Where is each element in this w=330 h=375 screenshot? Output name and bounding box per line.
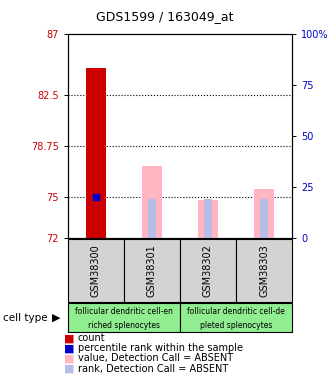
Text: cell type: cell type	[3, 313, 48, 322]
Bar	[68, 303, 180, 332]
Bar	[124, 239, 180, 302]
Text: pleted splenocytes: pleted splenocytes	[200, 321, 272, 330]
Text: ▶: ▶	[52, 313, 60, 322]
Text: riched splenocytes: riched splenocytes	[88, 321, 160, 330]
Bar	[148, 199, 156, 238]
Text: ■: ■	[64, 344, 75, 353]
Bar	[68, 239, 124, 302]
Text: ■: ■	[64, 333, 75, 343]
Text: GSM38302: GSM38302	[203, 244, 213, 297]
Text: GSM38303: GSM38303	[259, 244, 269, 297]
Bar	[180, 239, 236, 302]
Text: GSM38300: GSM38300	[91, 244, 101, 297]
Bar	[254, 189, 274, 238]
Text: GSM38301: GSM38301	[147, 244, 157, 297]
Text: percentile rank within the sample: percentile rank within the sample	[78, 344, 243, 353]
Bar	[204, 199, 212, 238]
Bar	[198, 200, 218, 238]
Bar	[86, 68, 106, 238]
Bar	[236, 239, 292, 302]
Text: GDS1599 / 163049_at: GDS1599 / 163049_at	[96, 10, 234, 23]
Text: count: count	[78, 333, 105, 343]
Text: ■: ■	[64, 354, 75, 363]
Text: follicular dendritic cell-de: follicular dendritic cell-de	[187, 308, 285, 316]
Text: value, Detection Call = ABSENT: value, Detection Call = ABSENT	[78, 354, 233, 363]
Text: rank, Detection Call = ABSENT: rank, Detection Call = ABSENT	[78, 364, 228, 374]
Bar	[260, 199, 268, 238]
Bar	[180, 303, 292, 332]
Text: ■: ■	[64, 364, 75, 374]
Text: follicular dendritic cell-en: follicular dendritic cell-en	[75, 308, 173, 316]
Bar	[142, 166, 162, 238]
